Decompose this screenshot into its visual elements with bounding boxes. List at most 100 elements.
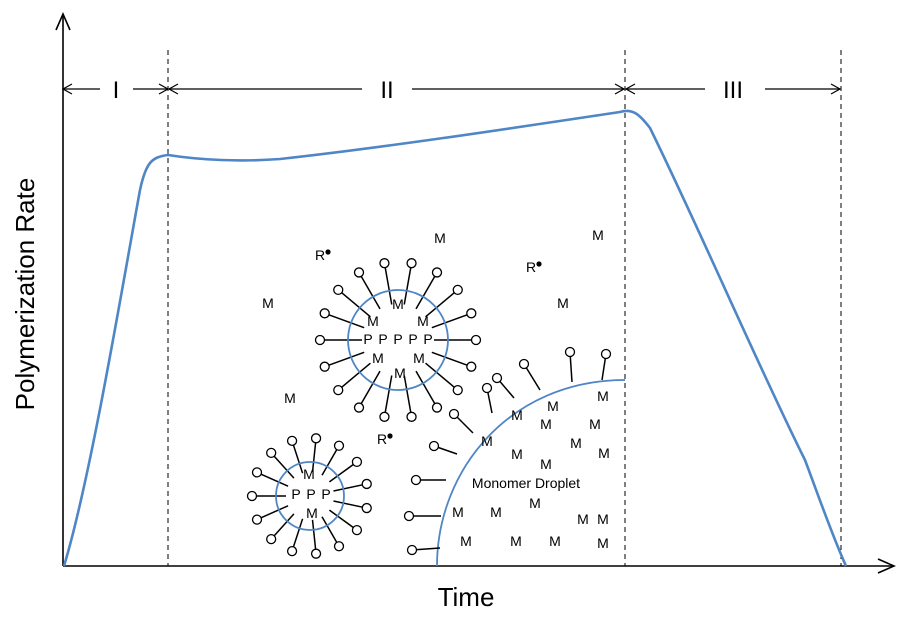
polymer-label: P	[321, 486, 330, 502]
monomer-label: M	[540, 456, 552, 472]
surfactant-tail	[321, 445, 340, 476]
surfactant-tail	[291, 518, 304, 552]
monomer-label: M	[306, 505, 318, 521]
surfactant-tail	[358, 272, 381, 310]
monomer-label: M	[452, 504, 464, 520]
monomer-label: M	[460, 533, 472, 549]
surfactant-tail	[333, 500, 367, 509]
phase-label-1: I	[113, 77, 120, 104]
surfactant-tail	[311, 438, 317, 473]
surfactant-head	[246, 490, 258, 502]
surfactant-head	[353, 267, 365, 278]
surfactant-tail	[358, 370, 381, 408]
surfactant-head	[448, 408, 460, 420]
surfactant-head	[379, 411, 390, 422]
monomer-label: M	[392, 296, 404, 312]
surfactant-head	[286, 546, 298, 557]
surfactant-head	[466, 361, 477, 372]
phase-3-arrowhead-left	[624, 83, 636, 95]
surfactant-head	[251, 467, 263, 478]
monomer-label: M	[481, 433, 493, 449]
monomer-label: M	[549, 533, 561, 549]
surfactant-head	[310, 433, 322, 444]
y-axis-title: Polymerization Rate	[10, 178, 40, 411]
surfactant-head	[470, 334, 482, 346]
radical-dot	[536, 261, 542, 267]
monomer-label: M	[434, 230, 446, 246]
polymer-label: P	[393, 331, 402, 347]
surfactant-head	[286, 435, 298, 446]
surfactant-head	[428, 440, 440, 452]
surfactant-tail	[291, 440, 304, 474]
polymer-label: P	[363, 331, 372, 347]
phase-1-arrowhead-left	[61, 83, 73, 95]
surfactant-tail	[425, 362, 459, 391]
surfactant-head	[406, 258, 417, 269]
monomer-label: M	[557, 295, 569, 311]
surfactant-tail	[328, 461, 358, 483]
monomer-label: M	[597, 535, 609, 551]
surfactant-tail	[270, 513, 295, 540]
monomer-label: M	[570, 435, 582, 451]
surfactant-head	[379, 258, 390, 269]
monomer-label: M	[598, 445, 610, 461]
monomer-label: M	[592, 227, 604, 243]
radical-label: R	[315, 247, 325, 263]
surfactant-head	[403, 510, 415, 522]
monomer-label: M	[589, 416, 601, 432]
surfactant-tail	[431, 312, 472, 329]
monomer-label: M	[394, 365, 406, 381]
axes	[55, 12, 896, 574]
surfactant-head	[431, 267, 443, 278]
surfactant-tail	[425, 289, 459, 318]
monomer-droplet-membrane	[436, 379, 626, 567]
monomer-label: M	[597, 511, 609, 527]
monomer-label: M	[510, 533, 522, 549]
surfactant-head	[452, 284, 463, 296]
surfactant-head	[333, 384, 344, 396]
monomer-label: M	[511, 446, 523, 462]
small-micelle-membrane	[275, 461, 345, 531]
monomer-label: M	[372, 350, 384, 366]
monomer-droplet-label: Monomer Droplet	[472, 475, 580, 491]
surfactant-tail	[311, 519, 317, 554]
surfactant-head	[481, 382, 493, 394]
radical-dot	[387, 433, 393, 439]
monomer-label: M	[367, 313, 379, 329]
surfactant-tail	[415, 272, 438, 310]
surfactant-tail	[328, 509, 358, 531]
surfactant-tail	[256, 505, 289, 521]
monomer-label: M	[597, 388, 609, 404]
monomer-label: M	[547, 398, 559, 414]
swollen-micelle-membrane	[347, 289, 449, 391]
monomer-label: M	[529, 495, 541, 511]
surfactant-head	[351, 524, 363, 536]
surfactant-head	[361, 478, 372, 490]
phase-label-3: III	[723, 77, 743, 104]
monomer-label: M	[490, 504, 502, 520]
monomer-label: M	[577, 511, 589, 527]
surfactant-head	[431, 402, 443, 413]
x-axis-title: Time	[438, 582, 495, 612]
monomer-label: M	[262, 295, 274, 311]
surfactant-head	[333, 440, 345, 451]
surfactant-tail	[337, 362, 371, 391]
surfactant-head	[452, 384, 463, 396]
polymer-label: P	[408, 331, 417, 347]
surfactant-head	[466, 308, 477, 319]
surfactant-head	[314, 334, 326, 346]
surfactant-head	[266, 533, 277, 545]
surfactant-tail	[431, 351, 472, 368]
monomer-label: M	[303, 466, 315, 482]
surfactant-tail	[324, 312, 365, 329]
polymer-label: P	[291, 486, 300, 502]
monomer-label: M	[417, 313, 429, 329]
radical-dot	[325, 249, 331, 255]
surfactant-tail	[256, 471, 289, 487]
polymer-label: P	[423, 331, 432, 347]
surfactant-tail	[321, 516, 340, 547]
monomer-label: M	[413, 350, 425, 366]
surfactant-molecules	[246, 258, 612, 559]
